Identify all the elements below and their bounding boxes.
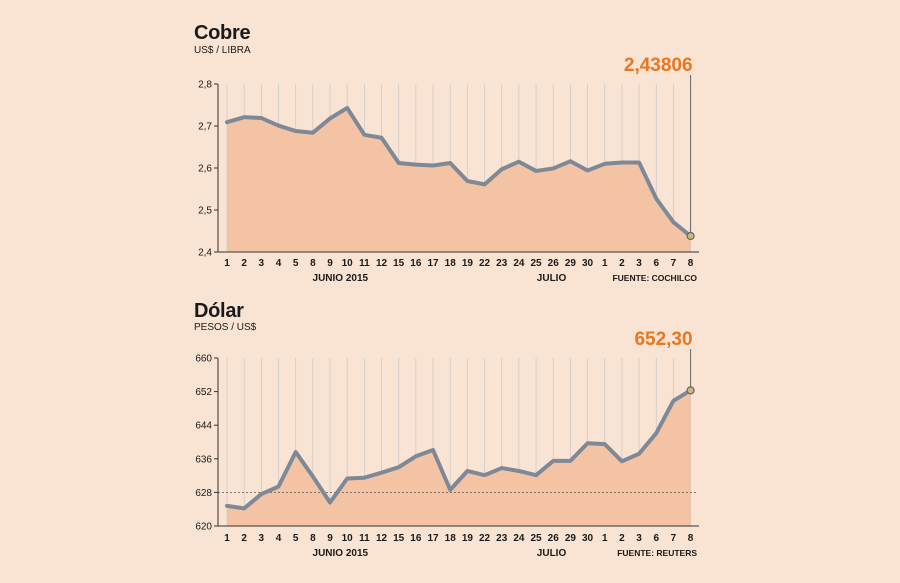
x-tick-label: 23 bbox=[496, 258, 508, 269]
x-tick-label: 7 bbox=[671, 258, 677, 269]
x-tick-label: 22 bbox=[479, 258, 491, 269]
dolar-source-label: FUENTE: REUTERS bbox=[617, 548, 697, 558]
dolar-title: Dólar bbox=[194, 300, 244, 322]
x-tick-label: 15 bbox=[393, 258, 405, 269]
x-tick-label: 6 bbox=[653, 258, 659, 269]
x-tick-label: 24 bbox=[513, 258, 525, 269]
cobre-area-fill bbox=[227, 107, 691, 252]
x-tick-label: 2 bbox=[619, 258, 625, 269]
x-tick-label: 26 bbox=[548, 258, 560, 269]
x-tick-label: 8 bbox=[688, 533, 694, 544]
x-tick-label: 2 bbox=[241, 533, 247, 544]
x-tick-label: 17 bbox=[427, 533, 439, 544]
x-tick-label: 29 bbox=[565, 258, 577, 269]
x-tick-label: 4 bbox=[276, 533, 282, 544]
dolar-last-point-marker bbox=[686, 386, 695, 395]
x-tick-label: 6 bbox=[653, 533, 659, 544]
x-tick-label: 24 bbox=[513, 533, 525, 544]
y-tick-label: 620 bbox=[195, 522, 212, 533]
x-tick-label: 5 bbox=[293, 533, 299, 544]
x-tick-label: 4 bbox=[276, 258, 282, 269]
x-tick-label: 9 bbox=[327, 258, 333, 269]
x-tick-label: 10 bbox=[342, 258, 354, 269]
x-tick-label: 2 bbox=[241, 258, 247, 269]
x-tick-label: 26 bbox=[548, 533, 560, 544]
x-tick-label: 12 bbox=[376, 258, 388, 269]
cobre-last-point-marker bbox=[686, 231, 695, 241]
dolar-subtitle: PESOS / US$ bbox=[194, 322, 257, 333]
dolar-last-value-label: 652,30 bbox=[634, 329, 692, 350]
x-tick-label: 3 bbox=[636, 258, 642, 269]
month-label: JULIO bbox=[537, 273, 567, 284]
y-tick-label: 660 bbox=[195, 354, 212, 365]
x-tick-label: 1 bbox=[224, 258, 230, 269]
y-tick-label: 2,8 bbox=[198, 80, 212, 91]
dolar-panel: Dólar PESOS / US$ 620 628 636 644 652 660 1 2 3 4… bbox=[0, 292, 900, 583]
x-tick-label: 15 bbox=[393, 533, 405, 544]
x-tick-label: 30 bbox=[582, 533, 594, 544]
cobre-last-value-label: 2,43806 bbox=[624, 55, 693, 76]
cobre-series-line bbox=[225, 105, 693, 239]
month-label: JULIO bbox=[537, 548, 567, 559]
cobre-panel: Cobre US$ / LIBRA 2,4 2,5 2,6 2,7 2,8 1 2 3 4 5 8 9… bbox=[194, 22, 699, 284]
x-tick-label: 8 bbox=[310, 533, 316, 544]
x-tick-label: 30 bbox=[582, 258, 594, 269]
x-tick-label: 16 bbox=[410, 258, 422, 269]
x-tick-label: 25 bbox=[530, 533, 542, 544]
x-tick-label: 9 bbox=[327, 533, 333, 544]
cobre-chart: 2,42,52,62,72,81 2 3 4 5 8 9 10 11 12 15 16 17 18 19 22… bbox=[198, 55, 699, 284]
x-tick-label: 1 bbox=[602, 533, 608, 544]
x-tick-label: 1 bbox=[602, 258, 608, 269]
x-tick-label: 12 bbox=[376, 533, 388, 544]
cobre-source-label: FUENTE: COCHILCO bbox=[612, 273, 697, 283]
y-tick-label: 2,5 bbox=[198, 206, 212, 217]
y-tick-label: 2,6 bbox=[198, 164, 212, 175]
month-label: JUNIO 2015 bbox=[313, 273, 369, 284]
x-tick-label: 8 bbox=[688, 258, 694, 269]
x-tick-label: 16 bbox=[410, 533, 422, 544]
x-tick-label: 2 bbox=[619, 533, 625, 544]
month-label: JUNIO 2015 bbox=[313, 548, 369, 559]
x-tick-label: 19 bbox=[462, 533, 474, 544]
x-tick-label: 11 bbox=[359, 258, 370, 269]
cobre-title: Cobre bbox=[194, 22, 251, 44]
x-tick-label: 11 bbox=[359, 533, 370, 544]
x-tick-label: 19 bbox=[462, 258, 474, 269]
x-tick-label: 3 bbox=[259, 258, 265, 269]
y-tick-label: 2,7 bbox=[198, 122, 212, 133]
x-tick-label: 18 bbox=[445, 258, 457, 269]
x-tick-label: 23 bbox=[496, 533, 508, 544]
x-tick-label: 7 bbox=[671, 533, 677, 544]
y-tick-label: 652 bbox=[195, 387, 212, 398]
x-tick-label: 17 bbox=[427, 258, 439, 269]
x-tick-label: 5 bbox=[293, 258, 299, 269]
cobre-subtitle: US$ / LIBRA bbox=[194, 45, 251, 56]
y-tick-label: 628 bbox=[195, 488, 212, 499]
dolar-series-line bbox=[225, 388, 693, 511]
x-tick-label: 10 bbox=[342, 533, 354, 544]
x-tick-label: 25 bbox=[530, 258, 542, 269]
y-tick-label: 644 bbox=[195, 421, 212, 432]
x-tick-label: 22 bbox=[479, 533, 491, 544]
y-tick-label: 2,4 bbox=[198, 248, 212, 259]
x-tick-label: 8 bbox=[310, 258, 316, 269]
x-tick-label: 3 bbox=[259, 533, 265, 544]
x-tick-label: 3 bbox=[636, 533, 642, 544]
x-tick-label: 18 bbox=[445, 533, 457, 544]
x-tick-label: 29 bbox=[565, 533, 577, 544]
y-tick-label: 636 bbox=[195, 454, 212, 465]
x-tick-label: 1 bbox=[224, 533, 230, 544]
